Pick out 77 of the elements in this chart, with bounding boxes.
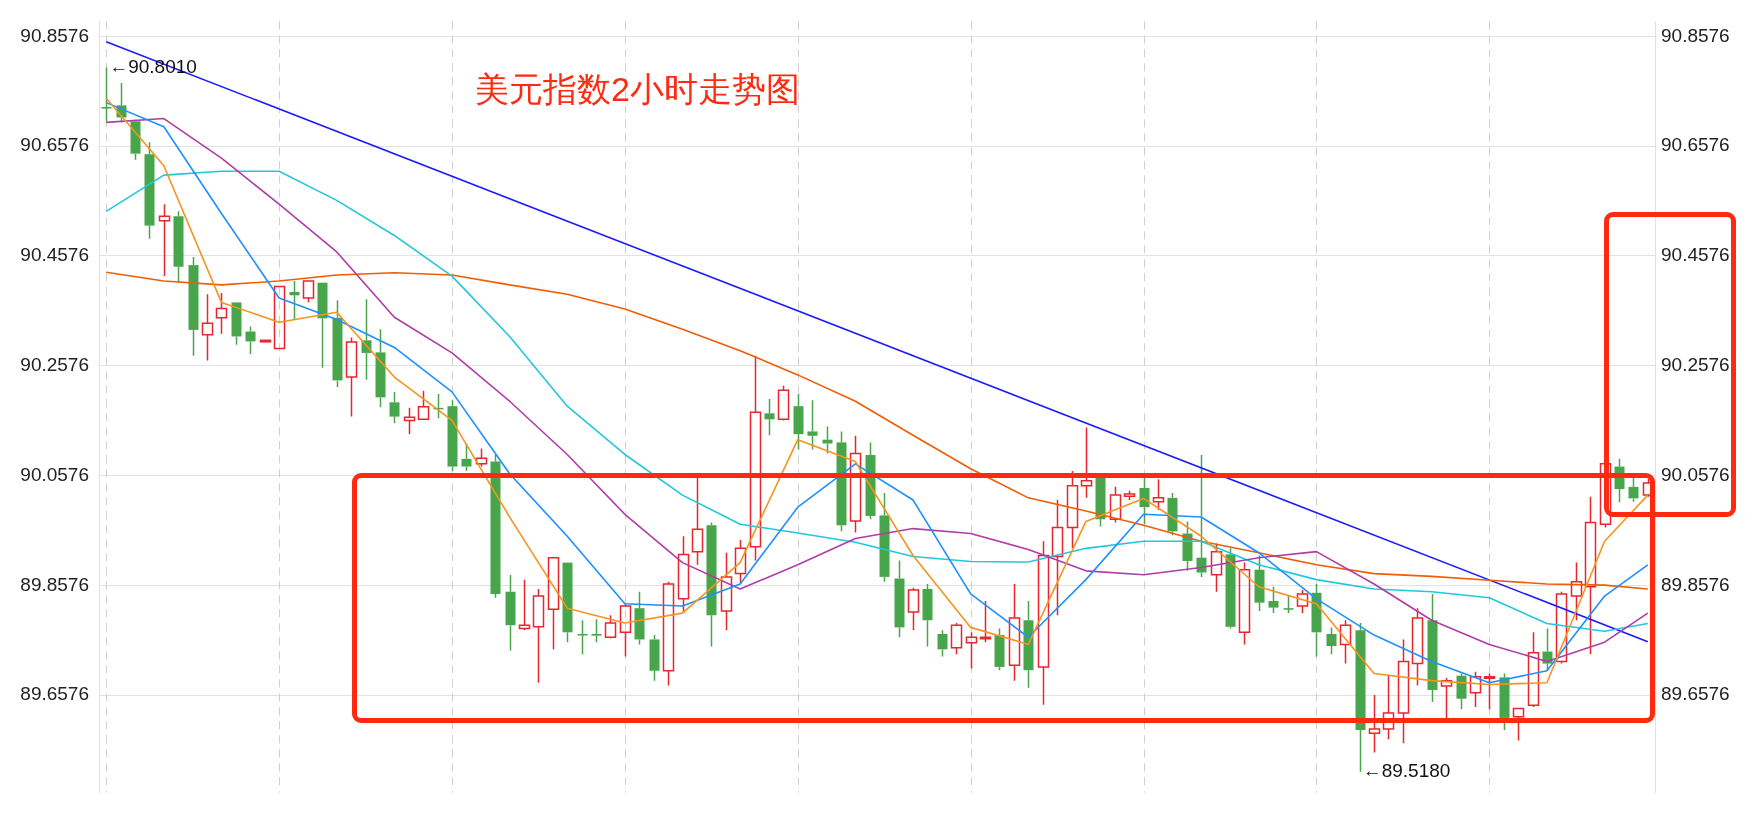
y-tick-label: 90.8576	[20, 24, 89, 46]
candlestick	[332, 299, 343, 388]
y-tick-label: 90.4576	[20, 244, 89, 266]
annotation: ←89.5180	[1362, 759, 1451, 781]
y2-tick-label: 89.8576	[1661, 573, 1730, 595]
candlestick	[1427, 593, 1438, 703]
candlestick	[879, 492, 890, 583]
y2-tick-label: 89.6576	[1661, 683, 1730, 705]
candlestick	[188, 256, 199, 357]
candlestick	[1469, 671, 1482, 708]
candlestick	[1339, 619, 1352, 665]
candlestick	[317, 282, 328, 369]
candlestick	[505, 573, 516, 652]
candlestick	[1210, 542, 1223, 593]
candlestick	[1368, 694, 1381, 754]
y-tick-label: 89.8576	[20, 573, 89, 595]
candlestick	[822, 425, 833, 455]
candlestick	[1570, 561, 1583, 621]
candlestick	[1527, 631, 1540, 708]
candlestick	[1139, 476, 1150, 525]
y-tick-label: 90.6576	[20, 134, 89, 156]
candlestick	[289, 280, 300, 321]
candlestick	[1023, 600, 1034, 689]
candlestick	[1440, 677, 1453, 720]
candlestick	[1008, 583, 1021, 682]
candlestick	[1238, 561, 1251, 646]
candlestick	[532, 588, 545, 684]
candlestick	[144, 141, 155, 240]
candlestick	[706, 521, 717, 648]
y2-tick-label: 90.0576	[1661, 463, 1730, 485]
text: 美元指数2小时走势图	[475, 70, 800, 109]
candlestick	[634, 590, 645, 646]
y2-tick-label: 90.2576	[1661, 354, 1730, 376]
candlestick	[807, 399, 818, 451]
candlestick	[1268, 586, 1279, 614]
candlestick	[691, 475, 704, 566]
candlestick	[1051, 499, 1064, 617]
candlestick	[215, 292, 228, 335]
candlestick	[1080, 426, 1093, 499]
candlestick	[1066, 470, 1079, 550]
candlestick	[1254, 554, 1265, 612]
candlestick	[158, 203, 171, 277]
candlestick	[1411, 607, 1424, 687]
candlestick	[345, 336, 358, 418]
y-tick-label: 89.6576	[20, 683, 89, 705]
candlestick	[793, 393, 804, 451]
y-tick-label: 90.0576	[20, 463, 89, 485]
candlestick	[1037, 540, 1050, 706]
y2-tick-label: 90.8576	[1661, 24, 1730, 46]
candlestick	[1397, 638, 1410, 744]
candlestick	[677, 535, 690, 614]
candlestick	[375, 328, 386, 409]
candlestick	[1355, 622, 1366, 773]
candlestick	[979, 600, 992, 643]
candlestick	[1152, 478, 1165, 511]
candlestick	[764, 398, 775, 437]
candlestick	[907, 587, 920, 631]
candlestick	[591, 618, 602, 643]
y-tick-label: 90.2576	[20, 354, 89, 376]
candlestick	[720, 551, 733, 631]
candlestick	[547, 556, 560, 651]
y2-tick-label: 90.4576	[1661, 244, 1730, 266]
candlestick	[101, 66, 112, 123]
candlestick	[201, 293, 214, 362]
candlestick	[1483, 672, 1496, 710]
candlestick	[518, 578, 531, 631]
y2-tick-label: 90.6576	[1661, 134, 1730, 156]
candlestick	[894, 559, 905, 639]
candlestick	[1382, 674, 1395, 741]
candlestick	[403, 407, 416, 435]
candlestick	[173, 210, 184, 283]
candlestick	[965, 631, 978, 670]
candlestick	[849, 435, 862, 534]
candlestick	[1512, 707, 1525, 742]
candlestick	[1584, 496, 1597, 656]
candlestick	[922, 583, 933, 648]
candlestick	[619, 603, 632, 658]
